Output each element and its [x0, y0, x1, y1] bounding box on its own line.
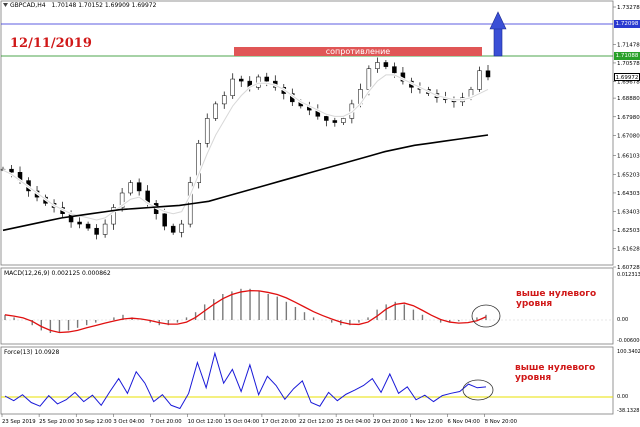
candle-body [162, 213, 167, 227]
price-tick-label: 1.67080 [617, 133, 640, 139]
candle-body [264, 76, 270, 82]
time-tick-label: 29 Oct 20:00 [373, 419, 408, 425]
price-tick-label: 1.73278 [617, 5, 640, 11]
force-panel-frame [0, 346, 614, 415]
target-price-tag: 1.72098 [614, 20, 640, 28]
macd-note-line1: выше нулевого [516, 289, 597, 299]
candle-body [238, 78, 244, 82]
force-highlight-circle [462, 379, 494, 401]
price-tick-label: 1.65203 [617, 172, 640, 178]
price-series-layer [0, 57, 491, 240]
time-tick-label: 15 Oct 04:00 [225, 419, 260, 425]
candle-body [196, 143, 201, 183]
main-panel-frame [0, 0, 614, 266]
force-note: выше нулевого уровня [515, 363, 595, 383]
time-tick-label: 25 Sep 20:00 [39, 419, 75, 425]
price-tick-label: 1.67980 [617, 115, 640, 121]
time-tick-label: 6 Nov 04:00 [448, 419, 481, 425]
time-tick-label: 1 Nov 12:00 [410, 419, 443, 425]
candle-body [383, 62, 389, 67]
force-note-line2: уровня [515, 373, 552, 383]
slow-ma-line [2, 134, 489, 232]
price-tick-label: 1.60728 [617, 265, 640, 271]
time-tick-label: 8 Nov 20:00 [485, 419, 518, 425]
candle-body [230, 78, 235, 96]
candle-body [332, 120, 338, 123]
candle-body [77, 221, 82, 225]
resistance-price-tag: 1.71088 [614, 52, 640, 60]
macd-tick-label: 0.0123131 [617, 272, 640, 278]
main-panel-title: GBPCAD,H4 1.70148 1.70152 1.69909 1.6997… [10, 2, 156, 9]
candle-body [119, 192, 125, 208]
price-tick-label: 1.66103 [617, 154, 640, 160]
fast-ma-outline [2, 73, 489, 222]
candle-body [375, 62, 380, 69]
macd-signal-line [4, 289, 487, 334]
candle-body [94, 227, 99, 235]
resistance-label: сопротивление [234, 47, 482, 56]
candle-body [136, 182, 142, 192]
time-tick-label: 17 Oct 20:00 [262, 419, 297, 425]
candle-body [213, 103, 218, 119]
date-annotation: 12/11/2019 [10, 36, 92, 51]
time-tick-label: 7 Oct 20:00 [151, 419, 183, 425]
candle-body [9, 168, 14, 173]
time-tick-label: 25 Oct 04:00 [336, 419, 371, 425]
time-tick-label: 23 Sep 2019 [2, 419, 36, 425]
symbol-title: GBPCAD,H4 [10, 2, 46, 9]
candle-body [366, 68, 372, 90]
last-price-tag: 1.69972 [614, 73, 640, 81]
macd-tick-label: -0.0060006 [617, 338, 640, 344]
force-series-layer [4, 351, 487, 410]
price-tick-label: 1.64303 [617, 191, 640, 197]
price-tick-label: 1.69678 [617, 80, 640, 86]
candle-body [392, 66, 397, 74]
macd-panel-frame [0, 267, 614, 345]
candle-body [128, 182, 133, 194]
candle-body [324, 116, 329, 121]
time-tick-label: 30 Sep 12:00 [76, 419, 112, 425]
candle-body [85, 223, 91, 229]
force-tick-label: -38.1328 [617, 408, 639, 414]
price-tick-label: 1.71478 [617, 42, 640, 48]
macd-note-line2: уровня [516, 299, 553, 309]
candle-body [111, 207, 116, 225]
time-tick-label: 3 Oct 04:00 [113, 419, 145, 425]
candle-body [170, 225, 176, 233]
macd-tick-label: 0.00 [617, 317, 628, 323]
candle-body [485, 70, 491, 78]
candle-body [102, 223, 108, 235]
macd-highlight-circle [471, 304, 501, 328]
fast-ma-line [2, 74, 489, 221]
up-arrow-icon [489, 11, 507, 57]
candle-body [221, 95, 227, 105]
price-tick-label: 1.70578 [617, 61, 640, 67]
price-tick-label: 1.62503 [617, 228, 640, 234]
price-tick-label: 1.61628 [617, 246, 640, 252]
force-tick-label: 100.3402 [617, 349, 640, 355]
ohlc-values: 1.70148 1.70152 1.69909 1.69972 [51, 2, 157, 9]
macd-note: выше нулевого уровня [516, 289, 596, 309]
candle-body [477, 70, 482, 90]
time-tick-label: 10 Oct 12:00 [188, 419, 223, 425]
force-index-line [4, 351, 487, 410]
force-panel-title: Force(13) 10.0928 [4, 349, 60, 356]
price-tick-label: 1.68880 [617, 96, 640, 102]
time-tick-label: 22 Oct 12:00 [299, 419, 334, 425]
symbol-marker-icon [3, 3, 8, 7]
price-tick-label: 1.63403 [617, 210, 640, 216]
macd-panel-title: MACD(12,26,9) 0.002125 0.000862 [4, 270, 111, 277]
candle-body [179, 223, 184, 233]
candle-body [341, 118, 346, 123]
candle-body [204, 118, 210, 144]
force-note-line1: выше нулевого [515, 363, 596, 373]
macd-series-layer [4, 288, 487, 334]
force-tick-label: 0.00 [617, 394, 628, 400]
